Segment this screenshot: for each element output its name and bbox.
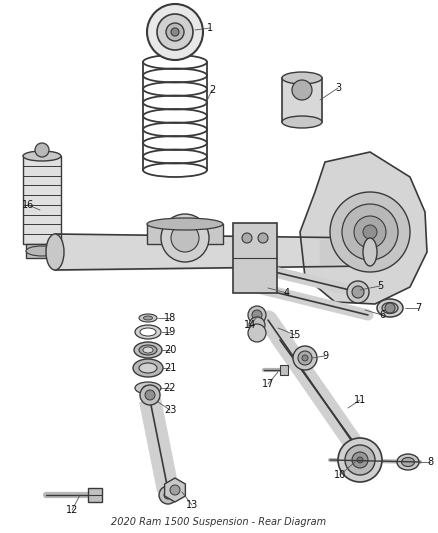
Ellipse shape <box>402 457 414 466</box>
Circle shape <box>354 216 386 248</box>
Text: 6: 6 <box>379 310 385 320</box>
Circle shape <box>171 224 199 252</box>
Ellipse shape <box>382 303 398 313</box>
Text: 22: 22 <box>164 383 176 393</box>
Circle shape <box>242 233 252 243</box>
Text: 11: 11 <box>354 395 366 405</box>
Circle shape <box>342 204 398 260</box>
Circle shape <box>145 390 155 400</box>
Text: 8: 8 <box>427 457 433 467</box>
Circle shape <box>166 23 184 41</box>
Circle shape <box>352 452 368 468</box>
Bar <box>88 488 102 502</box>
Ellipse shape <box>144 316 152 320</box>
Circle shape <box>330 192 410 272</box>
Circle shape <box>293 346 317 370</box>
Ellipse shape <box>23 151 61 161</box>
Text: 16: 16 <box>22 200 34 210</box>
Circle shape <box>252 310 262 320</box>
Text: 10: 10 <box>334 470 346 480</box>
Circle shape <box>248 306 266 324</box>
Circle shape <box>352 286 364 298</box>
Circle shape <box>292 80 312 100</box>
Text: 19: 19 <box>164 327 176 337</box>
Circle shape <box>347 281 369 303</box>
Text: 18: 18 <box>164 313 176 323</box>
Text: 5: 5 <box>377 281 383 291</box>
Ellipse shape <box>282 116 322 128</box>
Bar <box>26 244 58 258</box>
Circle shape <box>170 485 180 495</box>
Circle shape <box>302 355 308 361</box>
Ellipse shape <box>134 342 162 358</box>
Text: 21: 21 <box>164 363 176 373</box>
Circle shape <box>171 28 179 36</box>
Bar <box>280 365 288 375</box>
Text: 17: 17 <box>262 379 274 389</box>
Text: 2020 Ram 1500 Suspension - Rear Diagram: 2020 Ram 1500 Suspension - Rear Diagram <box>111 517 327 527</box>
Ellipse shape <box>147 218 223 230</box>
Text: 9: 9 <box>322 351 328 361</box>
Circle shape <box>157 14 193 50</box>
Ellipse shape <box>140 328 156 336</box>
Text: 4: 4 <box>284 288 290 298</box>
Ellipse shape <box>133 359 163 377</box>
Circle shape <box>147 4 203 60</box>
Text: 2: 2 <box>209 85 215 95</box>
Polygon shape <box>165 478 185 502</box>
Ellipse shape <box>377 299 403 317</box>
Text: 13: 13 <box>186 500 198 510</box>
Circle shape <box>35 143 49 157</box>
Text: 7: 7 <box>415 303 421 313</box>
Ellipse shape <box>139 345 157 355</box>
Circle shape <box>140 385 160 405</box>
Circle shape <box>357 457 363 463</box>
Ellipse shape <box>363 238 377 266</box>
Bar <box>147 224 223 244</box>
Ellipse shape <box>135 382 161 394</box>
Text: 15: 15 <box>289 330 301 340</box>
Text: 3: 3 <box>335 83 341 93</box>
Circle shape <box>164 491 172 499</box>
Polygon shape <box>300 152 427 304</box>
Ellipse shape <box>282 72 322 84</box>
Circle shape <box>159 486 177 504</box>
Circle shape <box>385 303 395 313</box>
Text: 12: 12 <box>66 505 78 515</box>
Ellipse shape <box>143 385 153 391</box>
Circle shape <box>161 214 209 262</box>
Ellipse shape <box>139 363 157 373</box>
Circle shape <box>249 317 265 333</box>
Circle shape <box>298 351 312 365</box>
Text: 1: 1 <box>207 23 213 33</box>
Ellipse shape <box>397 454 419 470</box>
Bar <box>233 223 277 293</box>
Circle shape <box>338 438 382 482</box>
Ellipse shape <box>139 314 157 322</box>
Ellipse shape <box>143 347 153 353</box>
Ellipse shape <box>135 325 161 339</box>
Bar <box>23 156 61 244</box>
Bar <box>282 78 322 122</box>
Circle shape <box>363 225 377 239</box>
Text: 14: 14 <box>244 320 256 330</box>
Circle shape <box>345 445 375 475</box>
Circle shape <box>248 324 266 342</box>
Text: 23: 23 <box>164 405 176 415</box>
Circle shape <box>258 233 268 243</box>
Ellipse shape <box>26 246 58 256</box>
Ellipse shape <box>46 234 64 270</box>
Text: 20: 20 <box>164 345 176 355</box>
